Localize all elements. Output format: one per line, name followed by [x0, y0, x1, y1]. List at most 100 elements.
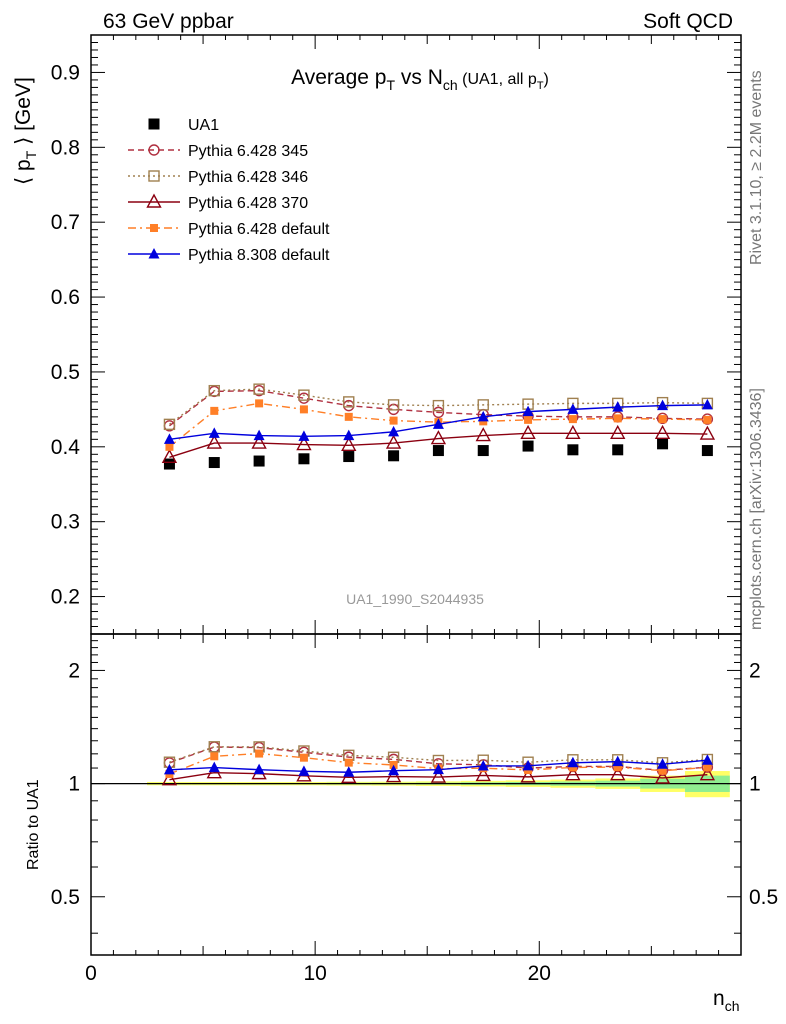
main-point-5-10 — [612, 401, 624, 412]
main-point-2-6 — [432, 399, 445, 412]
ratio-point-4-3 — [298, 765, 310, 776]
main-point-5-11 — [657, 399, 669, 411]
ratio-point-4-4 — [343, 766, 355, 777]
main-point-3-8 — [520, 424, 536, 440]
main-point-3-2 — [251, 434, 267, 449]
ratio-point-4-6 — [432, 763, 444, 775]
main-y-tick-label: 0.3 — [51, 511, 80, 534]
legend-marker-4 — [150, 224, 158, 232]
legend-marker-3 — [146, 193, 162, 208]
main-point-5-3 — [298, 430, 310, 441]
ratio-point-2-6 — [430, 768, 447, 783]
main-y-tick-label: 0.5 — [51, 361, 80, 384]
main-series-5 — [163, 398, 713, 444]
main-point-5-6 — [432, 418, 444, 429]
main-point-2-4 — [343, 396, 355, 408]
legend-marker-5 — [148, 248, 160, 259]
ratio-point-4-9 — [567, 756, 579, 768]
main-series-3 — [161, 424, 716, 463]
ratio-point-3-12 — [703, 763, 712, 772]
main-point-3-3 — [296, 436, 312, 451]
main-point-0-1 — [208, 457, 220, 469]
main-point-3-1 — [206, 434, 222, 449]
main-point-0-7 — [477, 445, 489, 457]
main-series-0 — [163, 438, 713, 470]
legend-label-5: Pythia 8.308 default — [188, 247, 330, 264]
main-point-3-6 — [430, 430, 447, 445]
x-tick-label: 10 — [303, 962, 326, 985]
ratio-point-4-0 — [163, 763, 175, 775]
ratio-point-1-1 — [208, 741, 220, 753]
legend-entry-4: Pythia 6.428 default — [128, 221, 330, 238]
legend-marker-2 — [148, 170, 160, 182]
legend-label-4: Pythia 6.428 default — [188, 221, 330, 238]
main-point-2-7 — [477, 399, 489, 411]
main-point-4-5 — [389, 416, 398, 425]
main-point-4-8 — [524, 415, 533, 424]
main-point-5-8 — [522, 405, 534, 417]
main-point-2-1 — [208, 384, 220, 397]
ratio-point-3-1 — [210, 752, 219, 761]
main-point-2-0 — [163, 418, 176, 431]
header-right: Soft QCD — [643, 10, 733, 33]
main-point-4-9 — [568, 415, 577, 424]
ratio-point-2-10 — [610, 766, 626, 781]
main-point-3-12 — [699, 425, 716, 440]
main-series-line-3 — [169, 432, 708, 458]
main-point-4-4 — [344, 412, 353, 421]
main-point-0-4 — [343, 451, 355, 463]
ratio-y-tick-label-right: 0.5 — [749, 886, 778, 909]
main-point-0-2 — [253, 455, 265, 467]
ratio-y-axis-label: Ratio to UA1 — [25, 779, 42, 870]
main-point-3-4 — [341, 436, 357, 452]
ratio-y-tick-label-right: 1 — [749, 773, 761, 796]
main-point-3-0 — [161, 448, 178, 463]
ratio-plot-frame — [90, 633, 742, 956]
main-point-4-11 — [658, 415, 667, 424]
main-y-axis-label: ⟨ pT ⟩ [GeV] — [12, 77, 39, 185]
main-y-tick-label: 0.8 — [51, 136, 80, 159]
main-point-2-2 — [253, 383, 265, 395]
main-point-1-6 — [432, 406, 445, 419]
ratio-point-3-2 — [255, 749, 264, 758]
main-point-5-4 — [343, 429, 355, 441]
main-point-0-5 — [388, 450, 400, 462]
ratio-point-3-11 — [658, 766, 667, 775]
main-point-0-3 — [298, 453, 310, 465]
main-point-3-7 — [475, 427, 491, 442]
legend-label-2: Pythia 6.428 346 — [188, 169, 308, 186]
legend-marker-1 — [148, 144, 160, 156]
main-point-2-5 — [387, 399, 400, 411]
main-point-3-5 — [385, 434, 402, 449]
ratio-point-2-8 — [520, 768, 536, 783]
main-point-3-11 — [654, 424, 671, 440]
main-point-0-0 — [163, 458, 175, 470]
legend-marker-0 — [148, 118, 160, 130]
x-tick-label: 0 — [85, 962, 97, 985]
ratio-point-4-11 — [657, 758, 669, 769]
ratio-point-2-9 — [565, 766, 581, 781]
main-y-tick-label: 0.7 — [51, 211, 80, 234]
main-point-4-2 — [255, 399, 264, 408]
ratio-point-4-10 — [612, 755, 624, 767]
main-point-4-3 — [299, 405, 308, 414]
legend-label-3: Pythia 6.428 370 — [188, 195, 308, 212]
main-point-3-9 — [565, 424, 581, 440]
legend-entry-3: Pythia 6.428 370 — [128, 193, 308, 212]
mcplots-label: mcplots.cern.ch [arXiv:1306.3436] — [748, 388, 765, 630]
legend-label-1: Pythia 6.428 345 — [188, 143, 308, 160]
ratio-point-2-0 — [161, 771, 178, 786]
legend-entry-2: Pythia 6.428 346 — [128, 169, 308, 186]
main-point-0-8 — [522, 440, 534, 452]
analysis-watermark: UA1_1990_S2044935 — [346, 591, 484, 607]
main-point-4-10 — [613, 414, 622, 423]
main-point-5-7 — [477, 410, 489, 422]
main-point-4-12 — [703, 415, 712, 424]
main-point-3-10 — [610, 424, 626, 440]
ratio-point-2-7 — [475, 767, 491, 782]
main-y-tick-label: 0.9 — [51, 61, 80, 84]
main-y-tick-label: 0.6 — [51, 286, 80, 309]
main-point-5-5 — [388, 425, 400, 437]
main-point-5-12 — [701, 398, 713, 410]
